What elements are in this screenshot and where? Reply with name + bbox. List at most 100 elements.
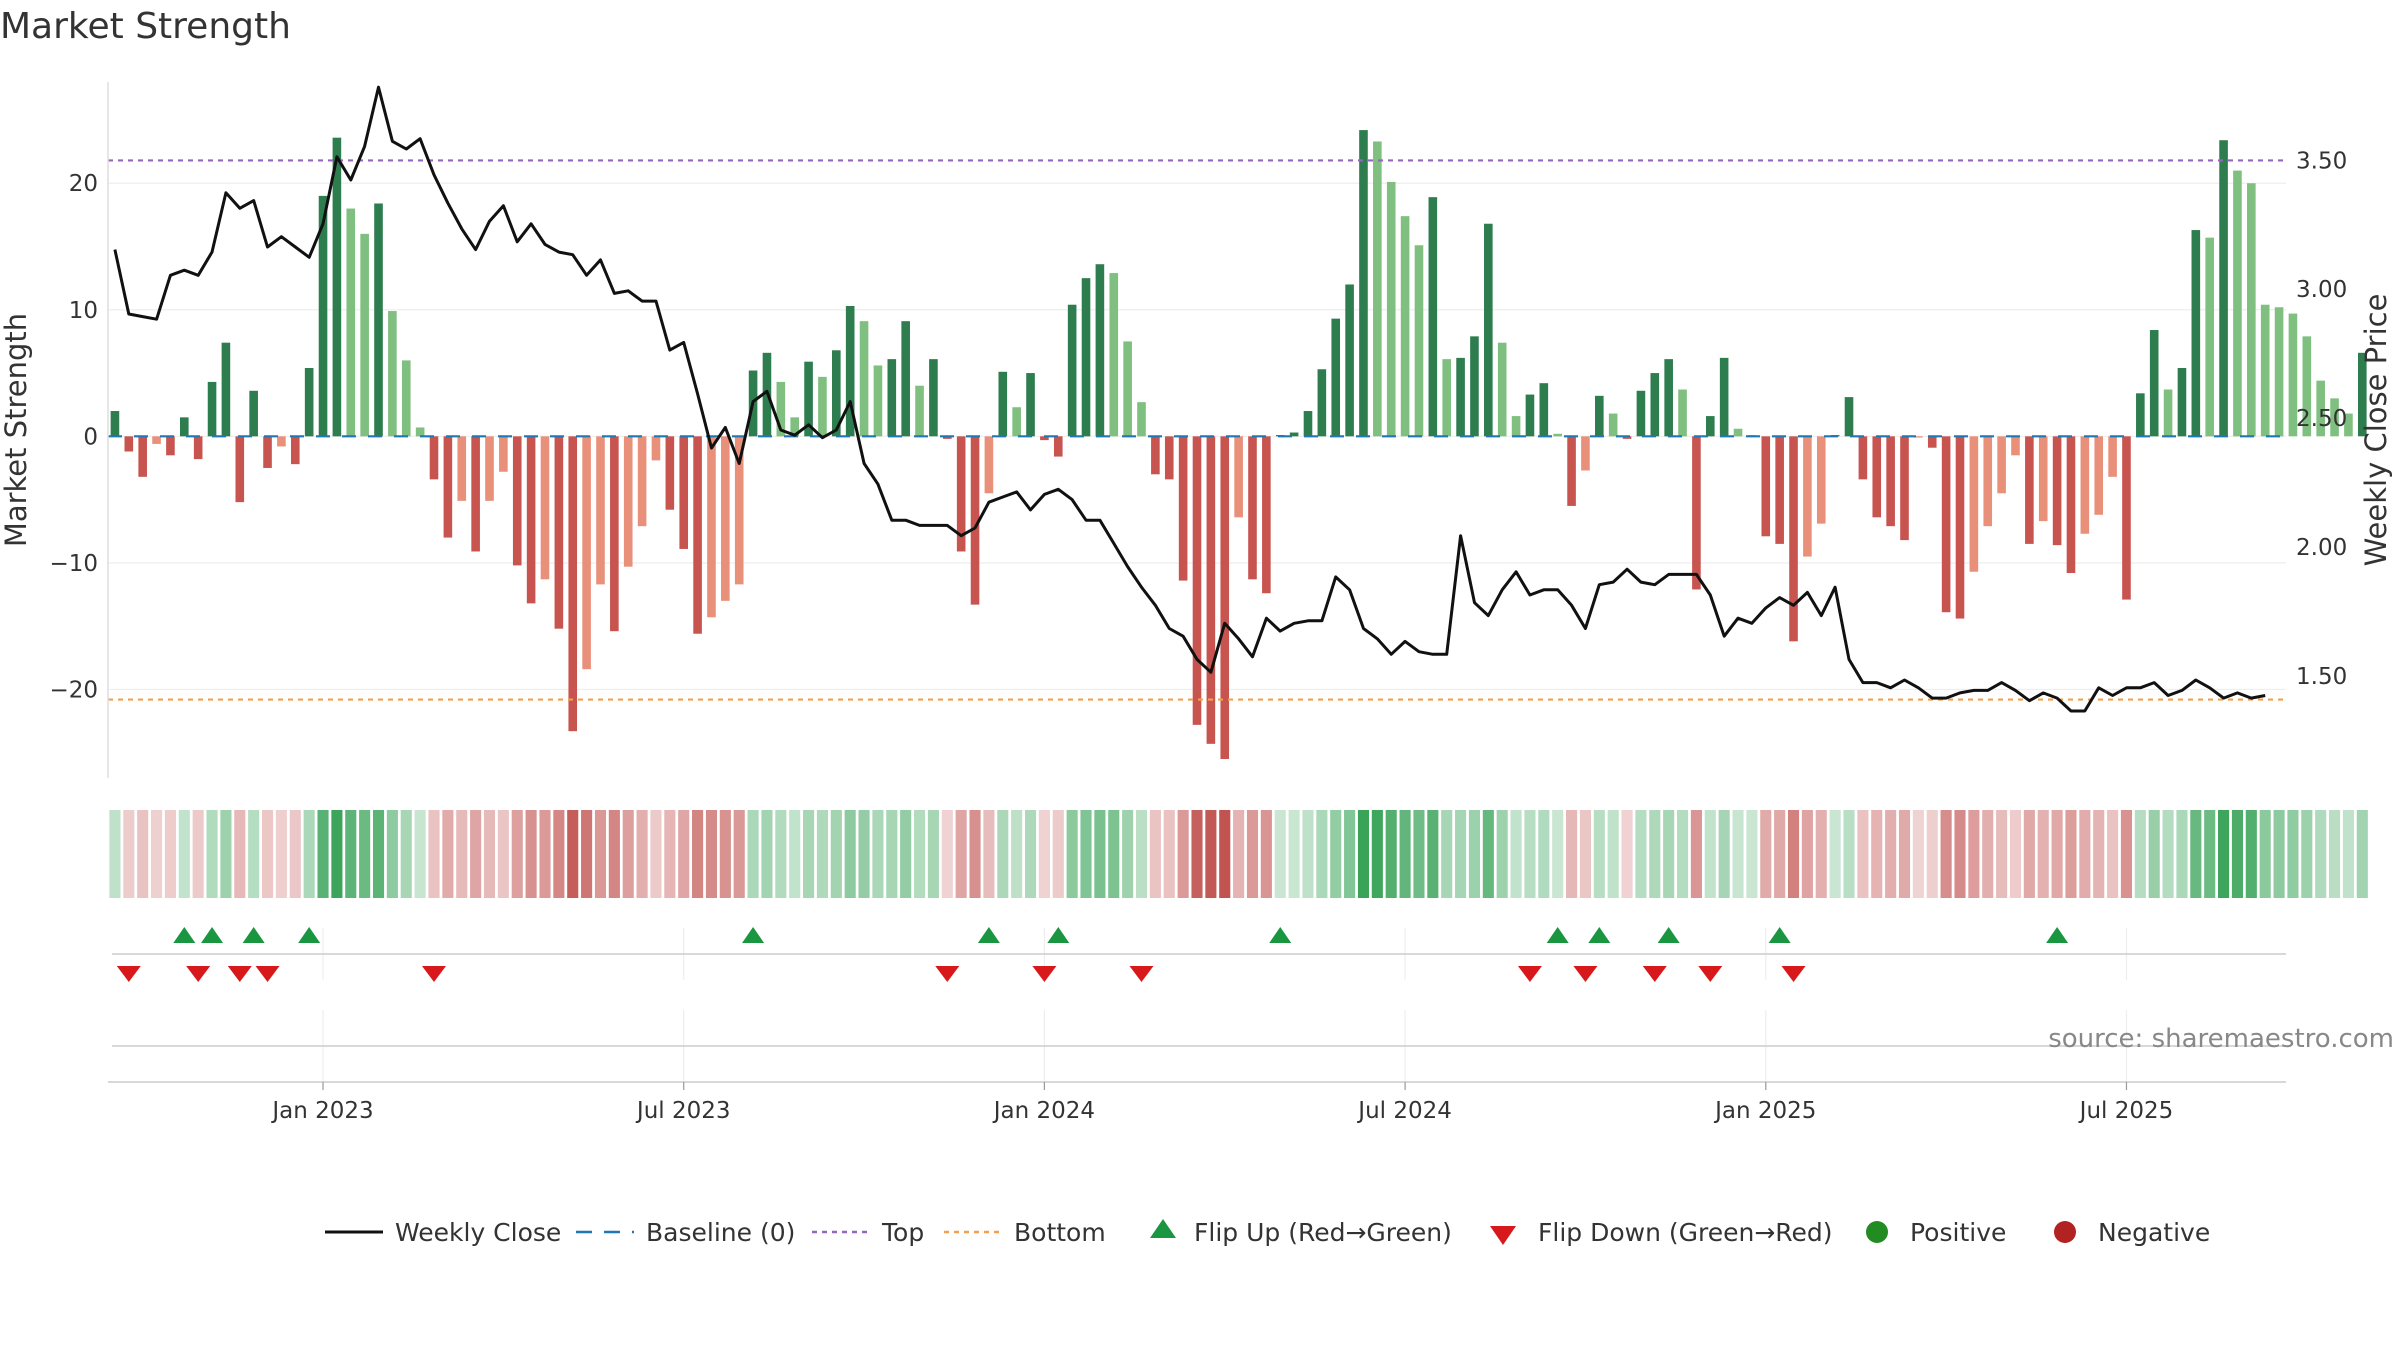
strength-bar xyxy=(1595,395,1604,437)
strength-bar xyxy=(1955,436,1965,619)
heat-cell xyxy=(608,810,620,898)
heat-cell xyxy=(1149,810,1161,898)
strength-bar xyxy=(2302,336,2312,437)
heat-cell xyxy=(1718,810,1730,898)
strength-bar xyxy=(1497,342,1507,437)
heat-cell xyxy=(164,810,176,898)
heat-cell xyxy=(206,810,218,898)
heat-cell xyxy=(872,810,884,898)
strength-bar xyxy=(1816,436,1826,524)
heat-cell xyxy=(2356,810,2368,898)
heat-cell xyxy=(1912,810,1924,898)
heat-cell xyxy=(858,810,870,898)
heat-cell xyxy=(1787,810,1800,898)
strength-bar xyxy=(1470,336,1479,437)
flip-up-marker xyxy=(1588,927,1611,943)
strength-bar xyxy=(1997,436,2006,494)
strength-bar xyxy=(1539,383,1549,437)
heat-cell xyxy=(581,810,593,898)
strength-bar xyxy=(2177,367,2187,437)
strength-bar xyxy=(429,436,439,480)
strength-bar xyxy=(998,371,1008,437)
strength-bar xyxy=(1012,407,1021,437)
heat-cell xyxy=(539,810,551,898)
strength-bar xyxy=(623,436,633,567)
heat-cell xyxy=(1676,810,1689,898)
heat-cell xyxy=(567,810,579,898)
strength-bar xyxy=(2205,237,2215,437)
strength-bar xyxy=(290,436,300,465)
heat-cell xyxy=(2218,810,2230,898)
strength-bars xyxy=(110,130,2367,760)
heat-cell xyxy=(151,810,163,898)
flip-up-marker xyxy=(1047,927,1070,943)
flip-down-marker xyxy=(116,966,141,982)
strength-heat-strip xyxy=(109,810,2368,898)
heat-cell xyxy=(816,810,828,898)
strength-bar xyxy=(207,381,217,437)
strength-bar xyxy=(512,436,522,566)
flip-up-marker xyxy=(977,927,1000,943)
heat-cell xyxy=(1898,810,1911,898)
strength-bar xyxy=(1803,436,1812,557)
strength-bar xyxy=(2219,140,2228,437)
strength-bar xyxy=(568,436,578,732)
strength-bar xyxy=(1900,436,1909,541)
heat-cell xyxy=(705,810,718,898)
heat-cell xyxy=(2051,810,2063,898)
heat-cell xyxy=(1996,810,2008,898)
heat-cell xyxy=(1510,810,1522,898)
strength-bar xyxy=(1636,390,1646,437)
strength-bar xyxy=(1608,413,1618,437)
strength-bar xyxy=(1775,436,1784,544)
weekly-close-line xyxy=(113,85,2266,713)
strength-bar xyxy=(401,360,411,437)
strength-bar xyxy=(485,436,494,501)
heat-cell xyxy=(941,810,953,898)
legend-label: Flip Up (Red→Green) xyxy=(1194,1218,1452,1247)
legend-label: Weekly Close xyxy=(395,1218,561,1247)
heat-cell xyxy=(400,810,412,898)
y2-tick-label: 3.00 xyxy=(2296,277,2347,303)
heat-cell xyxy=(803,810,815,898)
heat-cell xyxy=(1663,810,1675,898)
strength-bar xyxy=(526,436,536,604)
heat-cell xyxy=(678,810,690,898)
legend-label: Negative xyxy=(2098,1218,2210,1247)
flip-down-marker xyxy=(1032,966,1057,982)
x-axis: Jan 2023 Jul 2023 Jan 2024 Jul 2024 Jan 2025… xyxy=(108,1010,2286,1124)
heat-cell xyxy=(983,810,995,898)
strength-bar xyxy=(832,350,841,437)
heat-cell xyxy=(1926,810,1938,898)
heat-cell xyxy=(830,810,842,898)
heat-cell xyxy=(1163,810,1175,898)
flip-up-marker xyxy=(742,927,765,943)
strength-bar xyxy=(637,436,647,527)
strength-bar xyxy=(1345,284,1354,437)
strength-bar xyxy=(1220,436,1230,760)
heat-cell xyxy=(511,810,523,898)
heat-cell xyxy=(1385,810,1397,898)
strength-bar xyxy=(679,436,689,549)
heat-cell xyxy=(303,810,315,898)
strength-bar xyxy=(1664,359,1673,437)
heat-cell xyxy=(775,810,787,898)
strength-bar xyxy=(249,390,258,437)
heat-cell xyxy=(2023,810,2035,898)
heat-cell xyxy=(1357,810,1370,898)
heat-cell xyxy=(1177,810,1189,898)
heat-cell xyxy=(1024,810,1037,898)
strength-bar xyxy=(1442,359,1452,437)
strength-bar xyxy=(956,436,966,552)
strength-bar xyxy=(1678,389,1687,437)
heat-cell xyxy=(886,810,898,898)
strength-bar xyxy=(1178,436,1188,581)
strength-bar xyxy=(179,417,189,437)
y2-tick-label: 1.50 xyxy=(2296,664,2347,690)
heat-cell xyxy=(1593,810,1605,898)
heat-cell xyxy=(1635,810,1647,898)
heat-cell xyxy=(2342,810,2354,898)
strength-bar xyxy=(2080,436,2090,534)
heat-cell xyxy=(2079,810,2091,898)
y2-tick-label: 2.00 xyxy=(2296,535,2347,561)
